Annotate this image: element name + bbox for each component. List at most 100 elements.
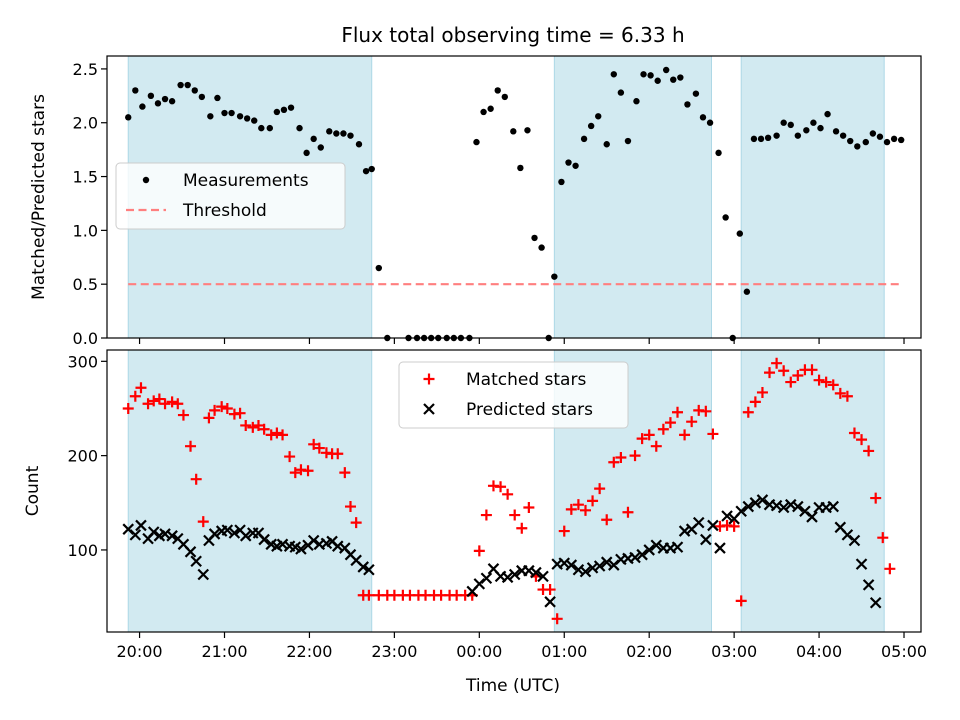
legend-label: Matched stars	[466, 370, 586, 390]
y-tick-label: 100	[67, 541, 98, 560]
y-tick-label: 1.5	[73, 168, 98, 187]
measurements-point	[207, 113, 214, 120]
measurements-point	[677, 74, 684, 81]
x-tick-label: 22:00	[286, 642, 332, 661]
measurements-point	[494, 87, 501, 94]
x-tick-label: 23:00	[371, 642, 417, 661]
matched-stars-point	[792, 369, 804, 381]
measurements-point	[368, 165, 375, 173]
matched-stars-point	[657, 423, 669, 435]
matched-stars-point	[502, 488, 514, 500]
matched-stars-point	[480, 509, 492, 521]
predicted-stars-point	[692, 516, 705, 529]
matched-stars-point	[594, 483, 606, 495]
bottom-panel: 100 200 300 20:00 21:00 22:00 23:00 00:00 01:00…	[23, 349, 927, 696]
matched-stars-point	[841, 390, 853, 402]
predicted-stars-point	[742, 500, 755, 513]
predicted-stars-point	[184, 546, 197, 558]
measurements-point	[654, 77, 661, 84]
matched-stars-point	[159, 398, 171, 410]
chart-title: Flux total observing time = 6.33 h	[341, 23, 684, 47]
predicted-stars-point	[792, 500, 804, 513]
predicted-stars-point	[363, 563, 375, 576]
measurements-point	[214, 94, 221, 102]
matched-stars-point	[523, 502, 535, 514]
measurements-point	[558, 178, 565, 186]
matched-stars-point	[870, 492, 882, 504]
measurements-point	[736, 230, 743, 237]
predicted-stars-point	[523, 564, 535, 577]
measurements-point	[258, 124, 265, 132]
shaded-interval	[553, 55, 712, 339]
matched-stars-point	[284, 451, 296, 463]
measurements-point	[303, 149, 310, 157]
measurements-point	[362, 167, 370, 175]
matched-stars-point	[473, 545, 485, 557]
matched-stars-point	[172, 398, 184, 410]
measurements-point	[839, 132, 847, 139]
measurements-point	[817, 124, 824, 132]
predicted-stars-point	[190, 555, 202, 568]
bottom-y-axis: 100 200 300	[67, 352, 107, 560]
predicted-stars-point	[600, 556, 613, 568]
matched-stars-point	[806, 364, 818, 376]
measurements-point	[347, 132, 354, 139]
measurements-point	[375, 264, 383, 272]
matched-stars-point	[350, 517, 362, 529]
measurements-point	[617, 89, 625, 96]
matched-stars-point	[289, 467, 301, 479]
top-y-axis-label: Matched/Predicted stars	[29, 94, 49, 300]
predicted-stars-point	[530, 566, 542, 579]
predicted-stars-point	[643, 544, 655, 556]
y-tick-label: 2.5	[73, 60, 98, 79]
measurements-point	[624, 137, 632, 145]
measurements-point	[803, 127, 810, 134]
matched-stars-point	[820, 376, 832, 388]
measurements-point	[317, 144, 324, 151]
matched-stars-point	[129, 390, 141, 402]
measurements-point	[706, 119, 714, 126]
matched-stars-point	[664, 417, 676, 429]
measurements-point	[662, 66, 670, 74]
measurements-point	[524, 127, 531, 134]
predicted-stars-point	[707, 519, 719, 532]
shaded-interval	[740, 55, 885, 339]
matched-stars-point	[629, 450, 641, 462]
top-legend: Measurements Threshold	[115, 162, 346, 230]
measurements-point	[251, 117, 258, 124]
shaded-interval	[127, 349, 373, 633]
matched-stars-point	[551, 613, 563, 625]
legend-swatch	[423, 373, 435, 385]
matched-stars-point	[495, 481, 507, 493]
matched-stars-point	[884, 563, 896, 575]
predicted-stars-point	[239, 530, 252, 542]
predicted-stars-point	[228, 527, 241, 539]
predicted-stars-point	[700, 533, 712, 546]
matched-stars-point	[216, 401, 228, 413]
y-tick-label: 0.0	[73, 329, 98, 348]
measurements-point	[517, 164, 524, 172]
measurements-point	[125, 114, 132, 121]
matched-stars-point	[771, 357, 783, 369]
matched-stars-point	[122, 402, 134, 414]
legend-label: Measurements	[183, 171, 309, 191]
measurements-point	[154, 100, 162, 107]
measurements-point	[780, 119, 787, 126]
measurements-point	[236, 113, 244, 120]
measurements-point	[757, 135, 765, 143]
x-tick-label: 20:00	[117, 642, 163, 661]
x-tick-label: 21:00	[201, 642, 247, 661]
matched-stars-point	[153, 393, 165, 405]
measurements-point	[333, 130, 340, 137]
predicted-stars-point	[756, 494, 769, 506]
measurements-point	[132, 87, 139, 94]
matched-stars-point	[587, 495, 599, 507]
matched-stars-point	[197, 516, 209, 528]
legend-box	[115, 162, 346, 230]
matched-stars-point	[258, 423, 270, 435]
predicted-stars-point	[508, 568, 521, 581]
predicted-stars-point	[777, 501, 790, 514]
measurements-point	[810, 119, 817, 126]
matched-stars-point	[686, 416, 698, 428]
matched-stars-point	[135, 382, 147, 394]
